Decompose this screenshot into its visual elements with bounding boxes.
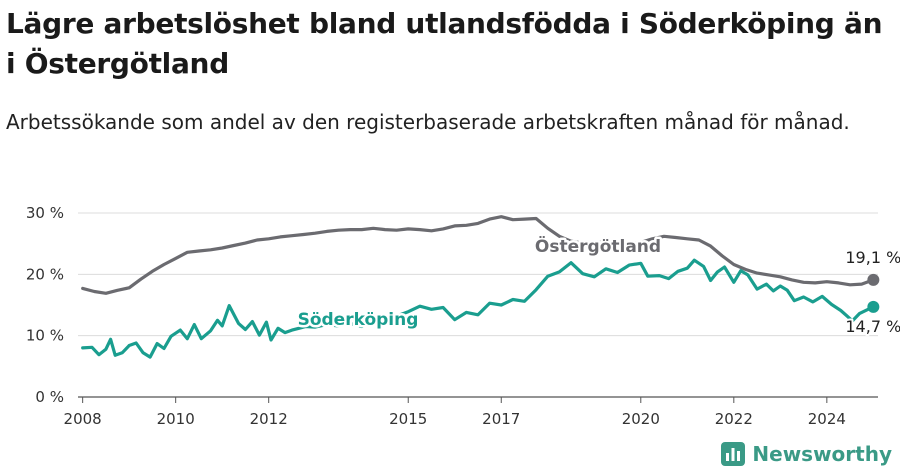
y-tick-label: 20 %	[26, 265, 64, 283]
x-tick-label: 2010	[157, 410, 195, 428]
series-labels: Östergötland 19,1 % Söderköping 14,7 %	[295, 233, 900, 338]
series-line-s-derk-ping	[81, 258, 875, 359]
newsworthy-brand: Newsworthy	[720, 440, 892, 468]
series-end-point	[867, 300, 880, 313]
x-tick-label: 2012	[250, 410, 288, 428]
y-tick-label: 0 %	[35, 388, 64, 406]
series-name-label: Östergötland	[535, 235, 661, 257]
axes: 0 % 10 % 20 % 30 % 2008 2010 2012 2015 2017 2020 2…	[26, 204, 846, 428]
x-tick-label: 2022	[715, 410, 753, 428]
x-tick-label: 2015	[389, 410, 427, 428]
x-tick-label: 2008	[64, 410, 102, 428]
series-line--sterg-tland	[81, 215, 875, 295]
x-tick-label: 2020	[622, 410, 660, 428]
chart-subtitle: Arbetssökande som andel av den registerb…	[6, 110, 850, 134]
chart-title: Lägre arbetslöshet bland utlandsfödda i …	[6, 7, 883, 80]
series-end-value-label: 19,1 %	[845, 248, 900, 267]
y-tick-label: 10 %	[26, 327, 64, 345]
series-name-label: Söderköping	[298, 310, 419, 330]
gridlines	[78, 212, 878, 398]
brand-name: Newsworthy	[752, 442, 892, 466]
series-end-point	[867, 273, 880, 286]
x-tick-label: 2024	[808, 410, 846, 428]
x-tick-label: 2017	[482, 410, 520, 428]
series-lines	[81, 215, 880, 359]
newsworthy-logo-icon	[721, 442, 746, 466]
series-end-value-label: 14,7 %	[845, 317, 900, 336]
y-tick-label: 30 %	[26, 204, 64, 222]
